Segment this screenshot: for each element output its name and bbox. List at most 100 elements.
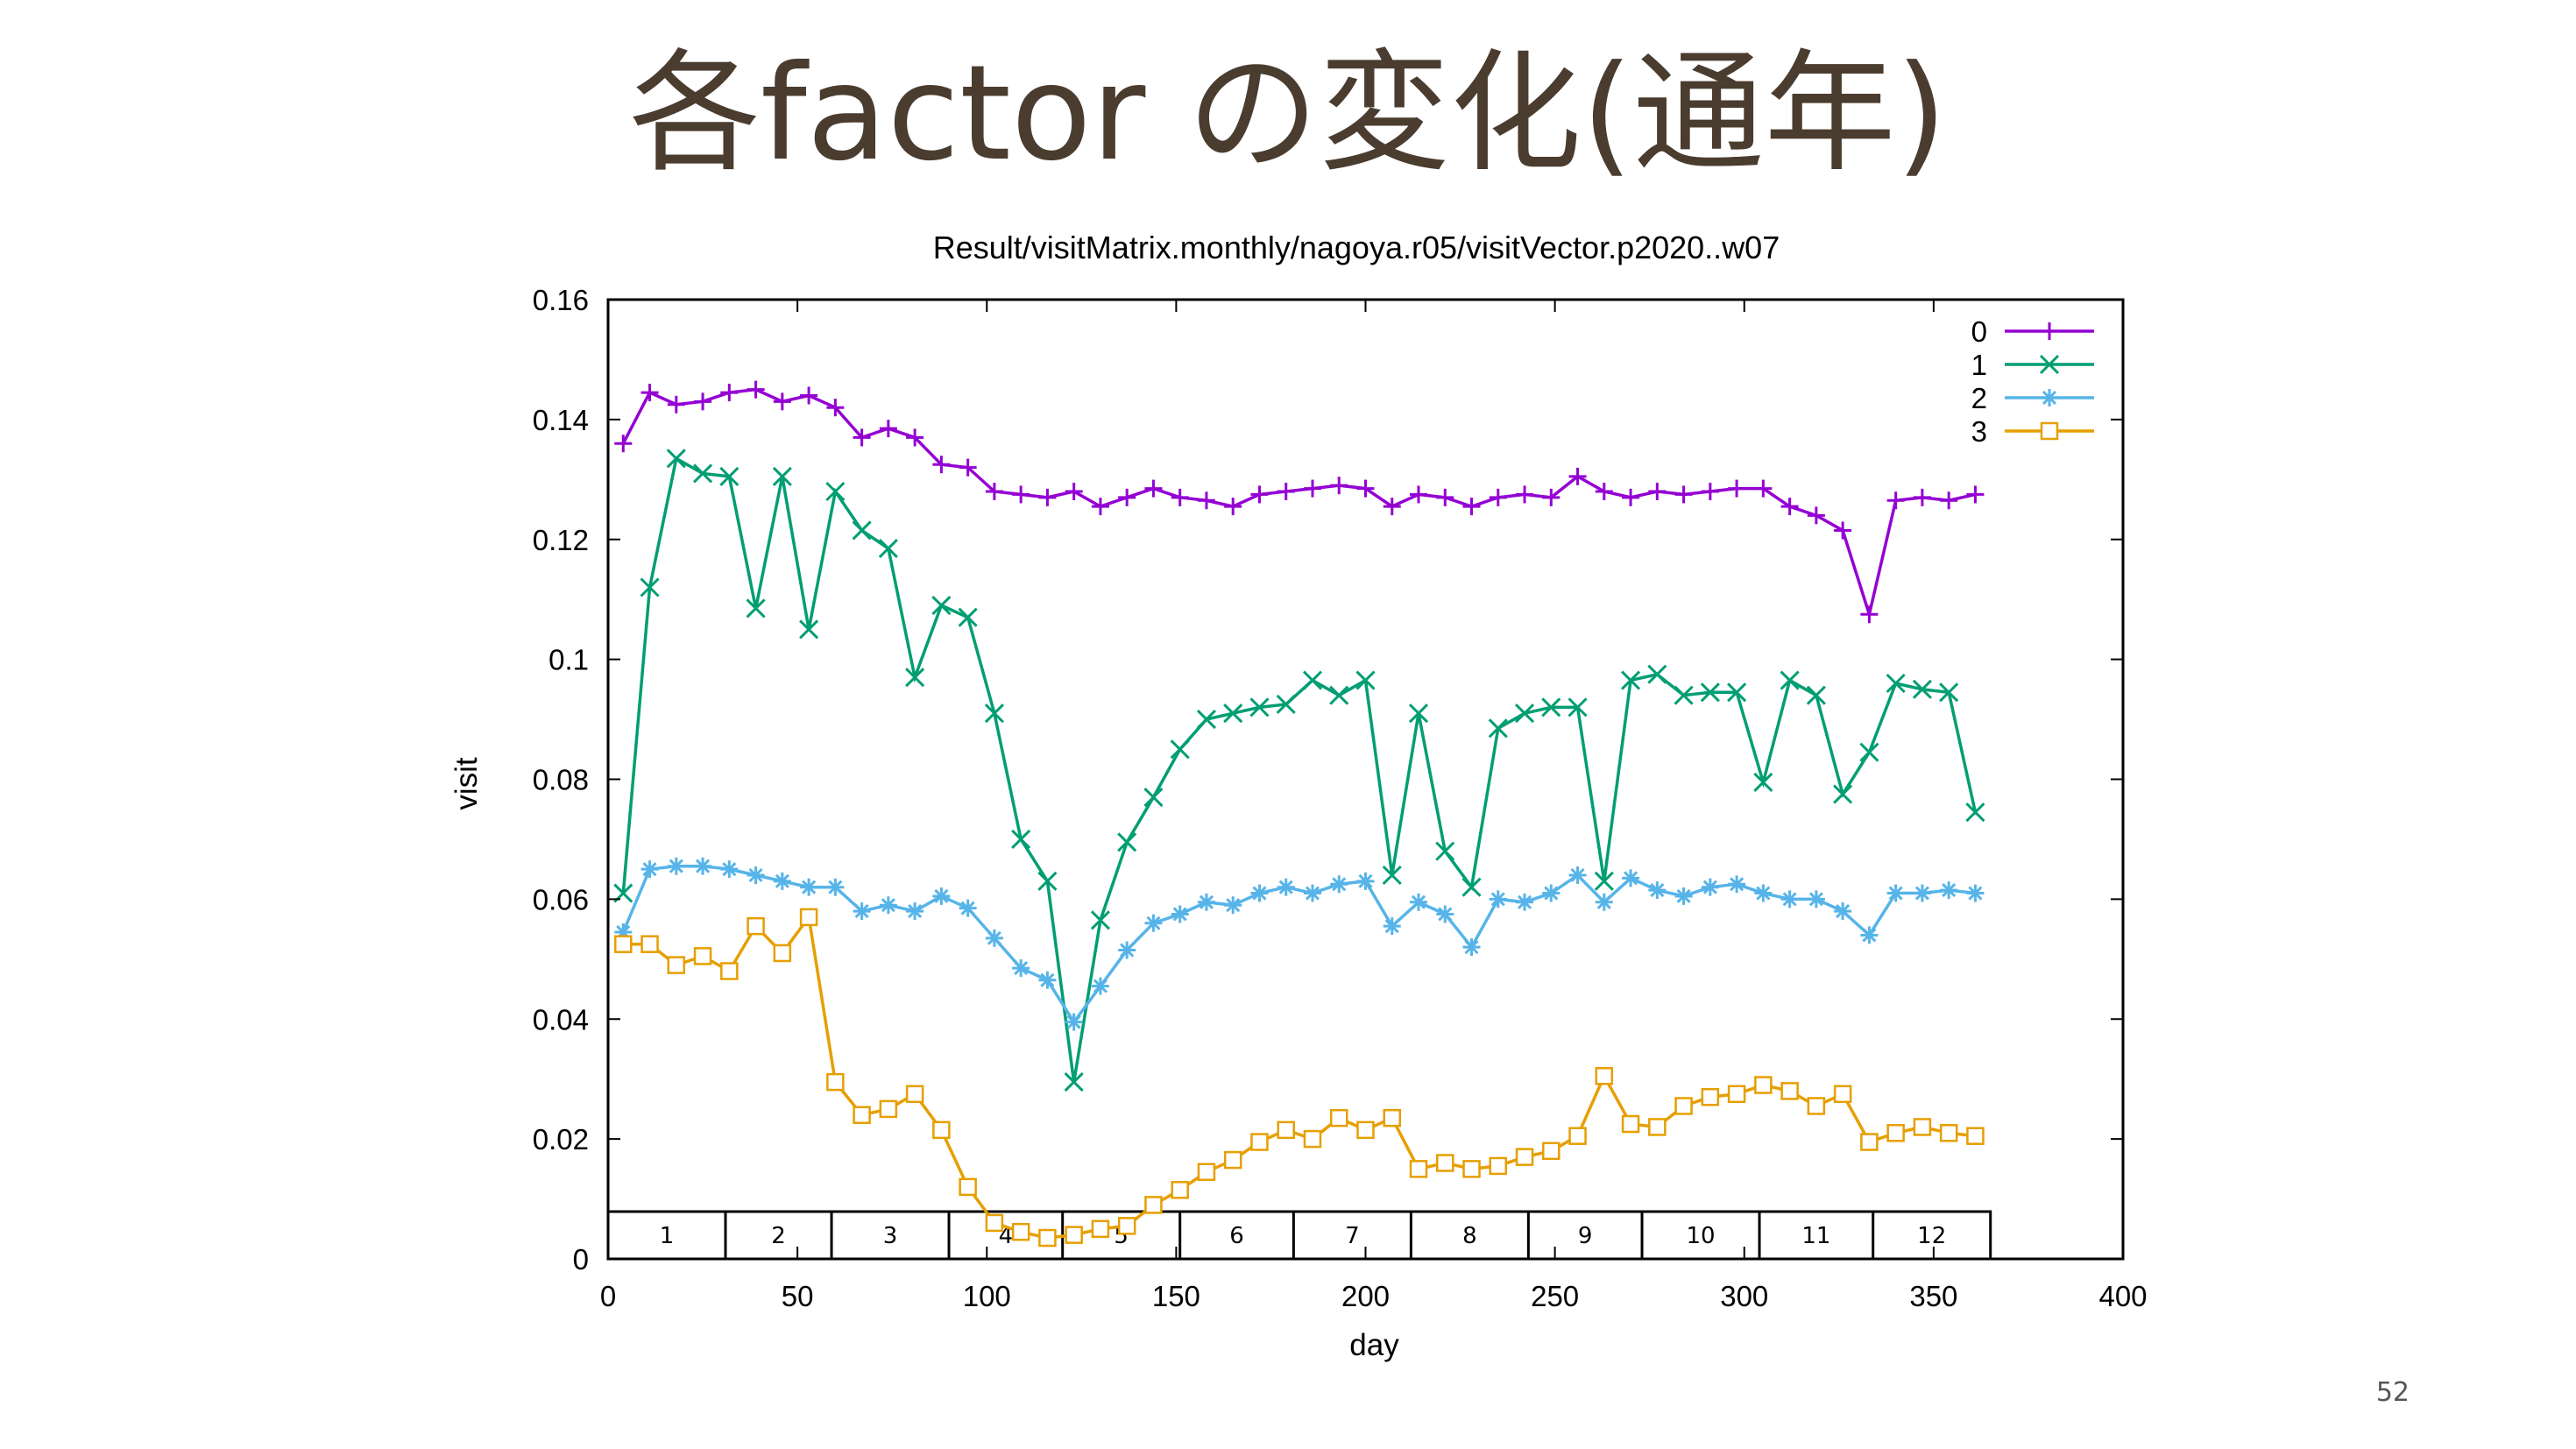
series-line (621, 864, 1976, 1025)
data-point (1197, 491, 1215, 510)
data-point (1303, 884, 1321, 902)
data-point (826, 878, 845, 896)
data-point (1542, 1142, 1560, 1161)
series-line (621, 456, 1978, 1083)
data-point (1329, 685, 1349, 705)
data-point (931, 595, 952, 616)
data-point (2039, 354, 2060, 375)
series-1 (613, 449, 1985, 1092)
data-point (1807, 890, 1825, 908)
series-0 (614, 380, 1985, 624)
data-point (640, 384, 659, 402)
slide-title: 各factor の変化(通年) (628, 38, 1948, 190)
data-point (1754, 479, 1773, 498)
data-point (1754, 1076, 1773, 1094)
data-point (1727, 682, 1747, 703)
data-point (1834, 521, 1852, 540)
data-point (1940, 881, 1958, 900)
data-point (1410, 485, 1428, 504)
data-point (800, 878, 818, 896)
data-point (1356, 872, 1375, 890)
y-tick-label: 0.04 (533, 1003, 589, 1036)
data-point (879, 1099, 898, 1119)
data-point (1091, 1219, 1110, 1239)
data-point (1516, 893, 1534, 911)
data-point (1435, 841, 1455, 861)
data-point (905, 668, 925, 688)
data-point (852, 520, 872, 541)
y-tick-label: 0.16 (533, 284, 589, 316)
x-tick-label: 300 (1720, 1280, 1768, 1312)
data-point (959, 1177, 977, 1197)
data-point (1727, 1085, 1746, 1104)
data-point (1647, 664, 1667, 684)
data-point (2041, 322, 2058, 340)
x-tick-label: 100 (963, 1280, 1011, 1312)
data-point (1648, 1118, 1667, 1136)
series-2 (614, 857, 1985, 1031)
data-point (1728, 875, 1746, 894)
data-point (1249, 697, 1270, 717)
data-point (773, 872, 791, 890)
data-point (853, 1106, 871, 1124)
legend-label: 3 (1971, 415, 1987, 448)
data-point (1118, 941, 1136, 959)
data-point (1065, 1226, 1083, 1244)
data-point (1939, 1124, 1958, 1142)
series-line (621, 387, 1976, 620)
data-point (1462, 1160, 1481, 1178)
data-point (1012, 959, 1030, 978)
data-point (694, 392, 712, 411)
x-tick-label: 400 (2098, 1280, 2147, 1312)
data-point (773, 392, 791, 411)
month-strip-frame (606, 1210, 1992, 1261)
data-point (1940, 491, 1958, 510)
legend-item-2: 2 (1971, 382, 2094, 414)
data-point (1091, 977, 1109, 995)
data-point (1568, 697, 1588, 717)
data-point (959, 458, 977, 477)
month-label: 6 (1229, 1223, 1244, 1249)
data-point (825, 481, 846, 502)
data-point (720, 860, 739, 879)
data-point (853, 902, 871, 921)
data-point (667, 956, 686, 974)
data-point (1860, 1133, 1879, 1151)
data-point (879, 420, 897, 438)
axes-layer: 0 50 100 150 200 250 300 350 40000.020.040.060.0… (533, 284, 2148, 1312)
data-point (1197, 893, 1215, 911)
data-point (799, 619, 819, 640)
data-point (1383, 1108, 1402, 1127)
data-point (1674, 887, 1693, 905)
month-label: 3 (883, 1223, 898, 1249)
month-label: 8 (1462, 1223, 1477, 1249)
data-point (720, 384, 739, 402)
data-point (1303, 1129, 1322, 1149)
data-point (1834, 902, 1852, 921)
data-point (1966, 884, 1985, 902)
data-point (1568, 1127, 1587, 1145)
data-point (1011, 1222, 1030, 1241)
data-point (1250, 1133, 1269, 1151)
data-point (640, 577, 660, 597)
data-point (800, 386, 818, 405)
data-point (1410, 893, 1428, 911)
data-point (906, 428, 924, 447)
data-point (1886, 1124, 1905, 1142)
data-point (905, 1085, 924, 1104)
legend-label: 2 (1971, 382, 1987, 414)
data-point (747, 916, 765, 936)
data-point (879, 896, 897, 915)
data-point (1223, 703, 1243, 724)
series-line (623, 913, 1976, 1240)
data-point (1622, 488, 1640, 506)
data-point (1276, 694, 1296, 715)
data-point (985, 929, 1003, 947)
data-point (746, 598, 766, 618)
data-point (1541, 697, 1561, 717)
data-point (614, 935, 633, 953)
data-point (1648, 881, 1667, 900)
data-point (1250, 884, 1269, 902)
data-point (1144, 1196, 1163, 1214)
